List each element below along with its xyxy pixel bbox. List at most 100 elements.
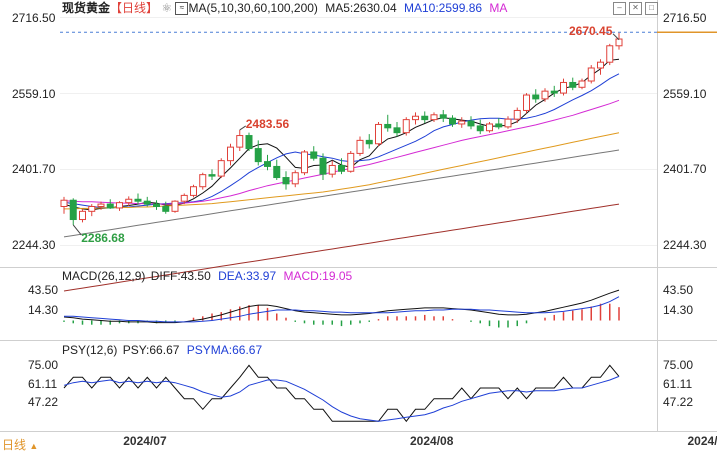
period-button[interactable]: 日线 ▲ bbox=[2, 437, 38, 453]
macd-diff-line bbox=[64, 290, 619, 323]
candle-body bbox=[376, 124, 382, 143]
psy-y-tick-right: 61.11 bbox=[663, 377, 692, 391]
main-legend: 现货黄金【日线】 ⚛ ≈MA(5,10,30,60,100,200) MA5:2… bbox=[62, 0, 507, 16]
y-tick-right: 2401.70 bbox=[663, 162, 706, 176]
psy-y-tick-right: 47.22 bbox=[663, 395, 693, 409]
candle-body bbox=[126, 199, 132, 202]
symbol-label: 现货黄金 bbox=[62, 1, 110, 15]
period-label[interactable]: 【日线】 bbox=[110, 1, 158, 15]
candle-body bbox=[487, 124, 493, 131]
candle-body bbox=[246, 136, 252, 149]
candle-body bbox=[422, 116, 428, 119]
candle-body bbox=[107, 204, 113, 208]
macd-y-tick-right: 14.30 bbox=[663, 303, 693, 317]
psy-line bbox=[64, 365, 619, 421]
candle-body bbox=[551, 91, 557, 93]
candle-body bbox=[274, 166, 280, 177]
candle-body bbox=[218, 161, 224, 176]
candle-body bbox=[265, 162, 271, 167]
macd-dea-line bbox=[64, 297, 619, 322]
candle-body bbox=[542, 91, 548, 99]
candle-body bbox=[366, 140, 372, 143]
macd-legend: MACD(26,12,9) DIFF:43.50 DEA:33.97 MACD:… bbox=[62, 268, 352, 284]
ma-more-label: MA bbox=[489, 1, 507, 15]
candle-body bbox=[283, 178, 289, 184]
diff-label: DIFF:43.50 bbox=[151, 269, 211, 283]
ma10-label: MA10:2599.86 bbox=[404, 1, 482, 15]
candle-body bbox=[339, 165, 345, 171]
macd-y-tick-left: 43.50 bbox=[28, 283, 58, 297]
dea-label: DEA:33.97 bbox=[218, 269, 276, 283]
candle-body bbox=[413, 116, 419, 119]
y-tick-left: 2559.10 bbox=[12, 87, 55, 101]
candle-body bbox=[163, 206, 169, 211]
candle-body bbox=[524, 95, 530, 110]
candle-body bbox=[89, 206, 95, 211]
chart-type-icon[interactable]: ≈ bbox=[175, 2, 188, 15]
candle-body bbox=[144, 201, 150, 204]
ma-line-ma5 bbox=[64, 59, 619, 210]
psy-y-tick-right: 75.00 bbox=[663, 358, 693, 372]
x-tick-label: 2024/08 bbox=[410, 434, 453, 448]
macd-value-label: MACD:19.05 bbox=[283, 269, 352, 283]
annotation-leader bbox=[73, 225, 81, 235]
candle-body bbox=[561, 82, 567, 93]
candle-body bbox=[533, 95, 539, 99]
candle-body bbox=[320, 158, 326, 174]
psy-y-tick-left: 61.11 bbox=[28, 377, 57, 391]
candle-body bbox=[191, 187, 197, 196]
candle-body bbox=[61, 200, 67, 206]
ma5-label: MA5:2630.04 bbox=[325, 1, 396, 15]
candle-body bbox=[135, 199, 141, 201]
candle-body bbox=[98, 204, 104, 206]
macd-y-tick-right: 43.50 bbox=[663, 283, 693, 297]
candle-body bbox=[579, 81, 585, 87]
candle-body bbox=[385, 124, 391, 127]
candle-body bbox=[154, 204, 160, 206]
macd-y-tick-left: 14.30 bbox=[28, 303, 58, 317]
y-tick-left: 2716.50 bbox=[12, 11, 55, 25]
minimize-icon[interactable]: – bbox=[613, 2, 626, 15]
close-icon[interactable]: ✕ bbox=[629, 2, 642, 15]
y-tick-right: 2244.30 bbox=[663, 238, 706, 252]
play-icon: ▲ bbox=[29, 441, 38, 451]
y-tick-left: 2244.30 bbox=[12, 238, 55, 252]
candle-body bbox=[255, 149, 261, 162]
candle-body bbox=[570, 82, 576, 87]
candle-body bbox=[348, 153, 354, 171]
candle-body bbox=[450, 118, 456, 124]
candle-body bbox=[588, 68, 594, 81]
candle-body bbox=[431, 115, 437, 120]
candle-body bbox=[607, 46, 613, 62]
candle-body bbox=[117, 203, 123, 208]
psy-title: PSY(12,6) bbox=[62, 343, 117, 357]
x-tick-label: 2024/07 bbox=[123, 434, 166, 448]
maximize-icon[interactable]: □ bbox=[645, 2, 658, 15]
y-tick-right: 2716.50 bbox=[663, 11, 706, 25]
candle-body bbox=[468, 121, 474, 126]
period-button-label: 日线 bbox=[2, 438, 26, 452]
candle-body bbox=[209, 175, 215, 176]
candle-body bbox=[477, 126, 483, 131]
candle-body bbox=[292, 173, 298, 184]
psy-legend: PSY(12,6) PSY:66.67 PSYMA:66.67 bbox=[62, 342, 262, 358]
high-price-annotation: 2670.45 bbox=[569, 24, 612, 38]
settings-icon[interactable]: ⚛ bbox=[161, 1, 172, 15]
psy-y-tick-left: 75.00 bbox=[28, 358, 58, 372]
psyma-label: PSYMA:66.67 bbox=[187, 343, 262, 357]
candle-body bbox=[302, 152, 308, 173]
candle-body bbox=[598, 62, 604, 68]
candle-body bbox=[394, 128, 400, 133]
macd-title: MACD(26,12,9) bbox=[62, 269, 145, 283]
candle-body bbox=[496, 124, 502, 127]
psy-y-tick-left: 47.22 bbox=[28, 395, 58, 409]
candle-body bbox=[403, 120, 409, 133]
ma-settings-label[interactable]: MA(5,10,30,60,100,200) bbox=[188, 1, 317, 15]
candle-body bbox=[80, 211, 86, 219]
candle-body bbox=[228, 147, 234, 161]
candle-body bbox=[440, 115, 446, 118]
candle-body bbox=[311, 152, 317, 158]
candle-body bbox=[616, 39, 622, 46]
candle-body bbox=[200, 175, 206, 187]
